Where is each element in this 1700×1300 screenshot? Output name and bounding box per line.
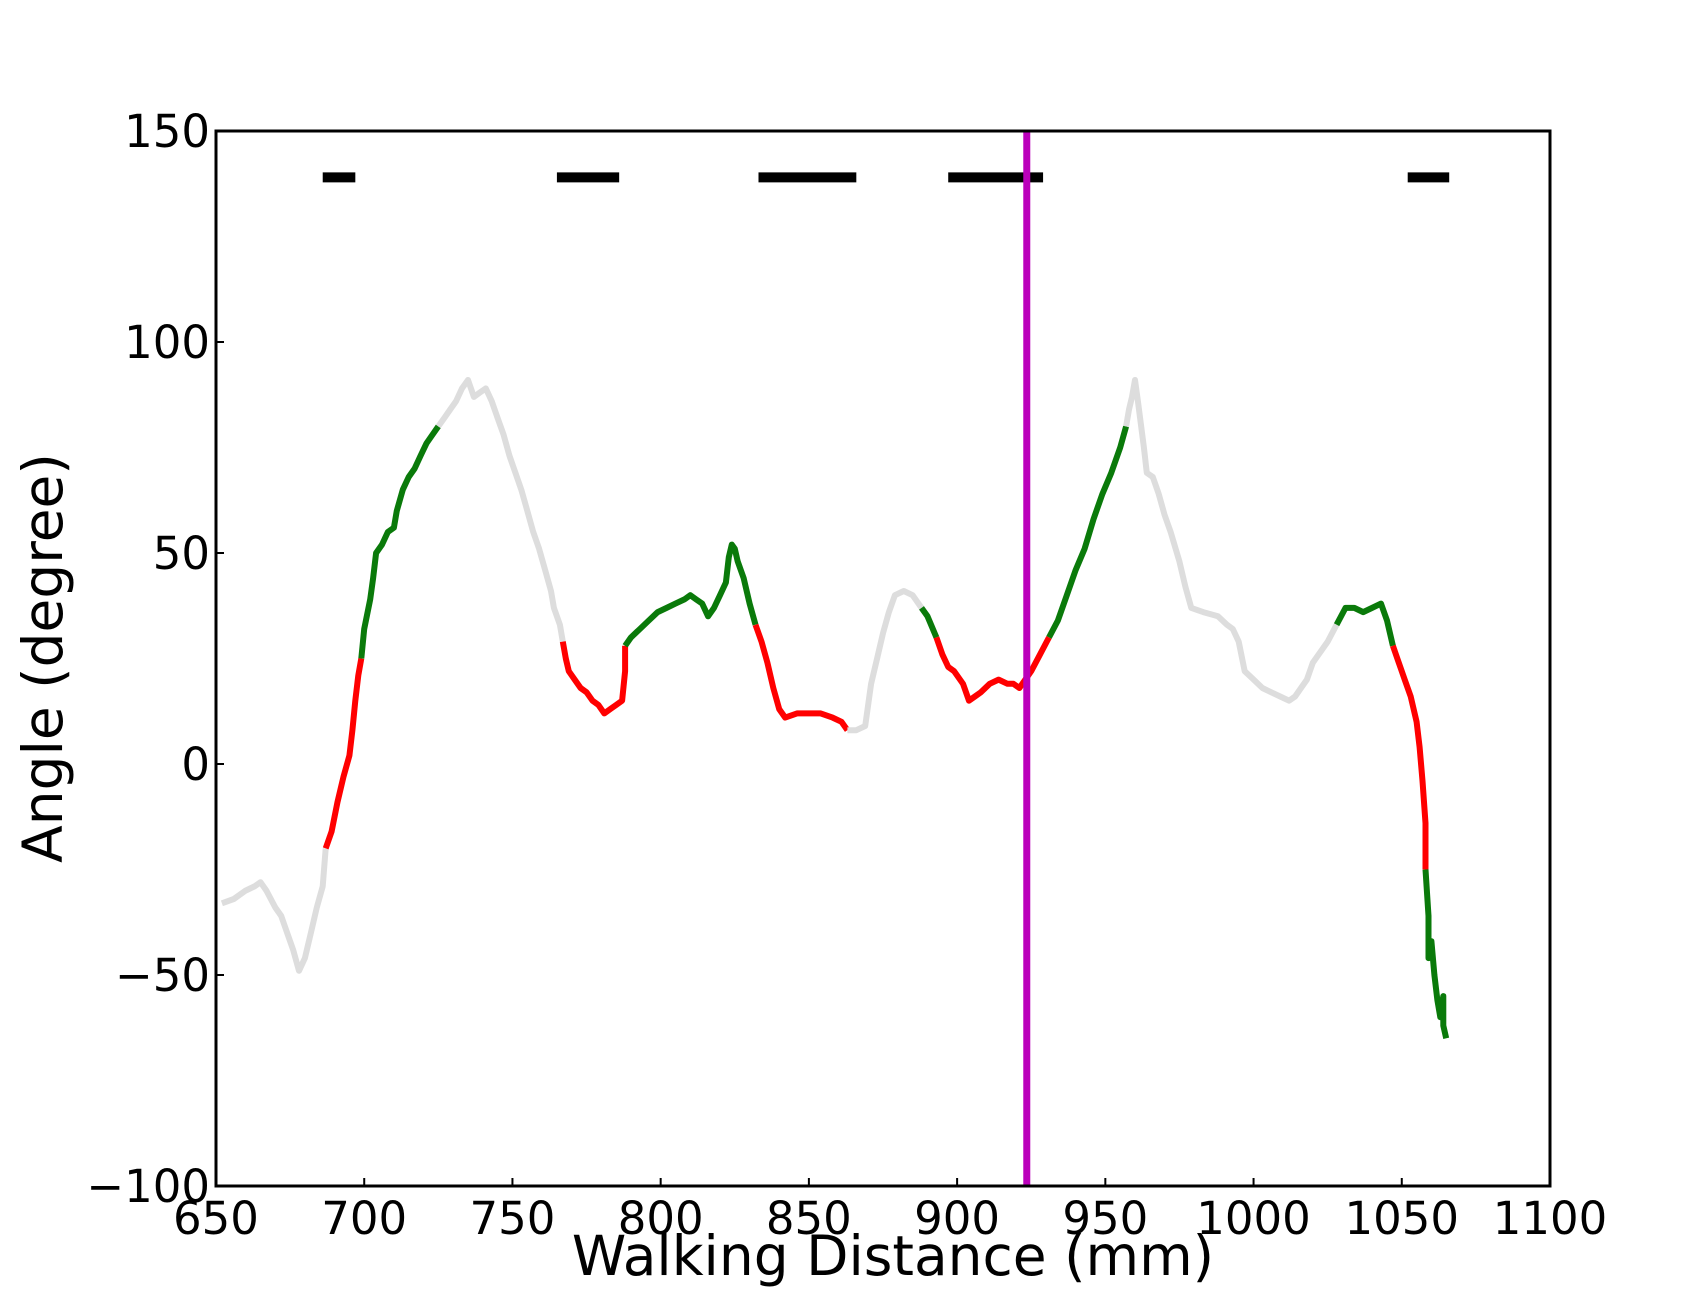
x-axis-ticks: 650 700 750 800 850 900 950 1000 1050 1100 xyxy=(173,1178,1607,1245)
series-segment-rising-12 xyxy=(1333,600,1396,647)
x-tick-label: 1000 xyxy=(1196,1192,1311,1245)
y-tick-label: 50 xyxy=(153,527,210,580)
y-tick-label: 0 xyxy=(181,738,210,791)
x-tick-label: 1100 xyxy=(1493,1192,1608,1245)
series-segment-rising-2 xyxy=(358,424,441,659)
series-segment-inactive-3 xyxy=(435,377,566,643)
series-segment-inactive-7 xyxy=(847,588,924,734)
series-segment-falling-4 xyxy=(559,641,629,717)
series-segment-rising-5 xyxy=(622,541,759,648)
x-tick-label: 700 xyxy=(321,1192,407,1245)
x-tick-label: 950 xyxy=(1062,1192,1148,1245)
x-tick-label: 650 xyxy=(173,1192,259,1245)
x-tick-label: 750 xyxy=(469,1192,555,1245)
y-axis-ticks: −100 −50 0 50 100 150 xyxy=(86,105,224,1213)
series-segment-rising-14 xyxy=(1422,869,1450,1039)
series-segment-falling-6 xyxy=(752,623,850,732)
series-segment-inactive-0 xyxy=(220,848,329,974)
x-tick-label: 800 xyxy=(618,1192,704,1245)
x-axis-label: Walking Distance (mm) xyxy=(572,1224,1214,1288)
y-axis-label: Angle (degree) xyxy=(11,453,75,863)
x-tick-label: 850 xyxy=(766,1192,852,1245)
x-tick-label: 900 xyxy=(914,1192,1000,1245)
series-segment-falling-13 xyxy=(1390,644,1429,870)
plot-frame xyxy=(214,129,1552,1188)
y-tick-label: 150 xyxy=(124,105,210,158)
series-group xyxy=(220,377,1450,1039)
y-tick-label: −100 xyxy=(86,1160,210,1213)
y-tick-label: −50 xyxy=(115,949,210,1002)
series-segment-rising-8 xyxy=(919,606,940,639)
series-segment-falling-1 xyxy=(322,657,365,850)
series-segment-inactive-11 xyxy=(1123,377,1340,704)
series-segment-rising-10 xyxy=(1046,425,1129,639)
y-tick-label: 100 xyxy=(124,316,210,369)
x-tick-label: 1050 xyxy=(1345,1192,1460,1245)
